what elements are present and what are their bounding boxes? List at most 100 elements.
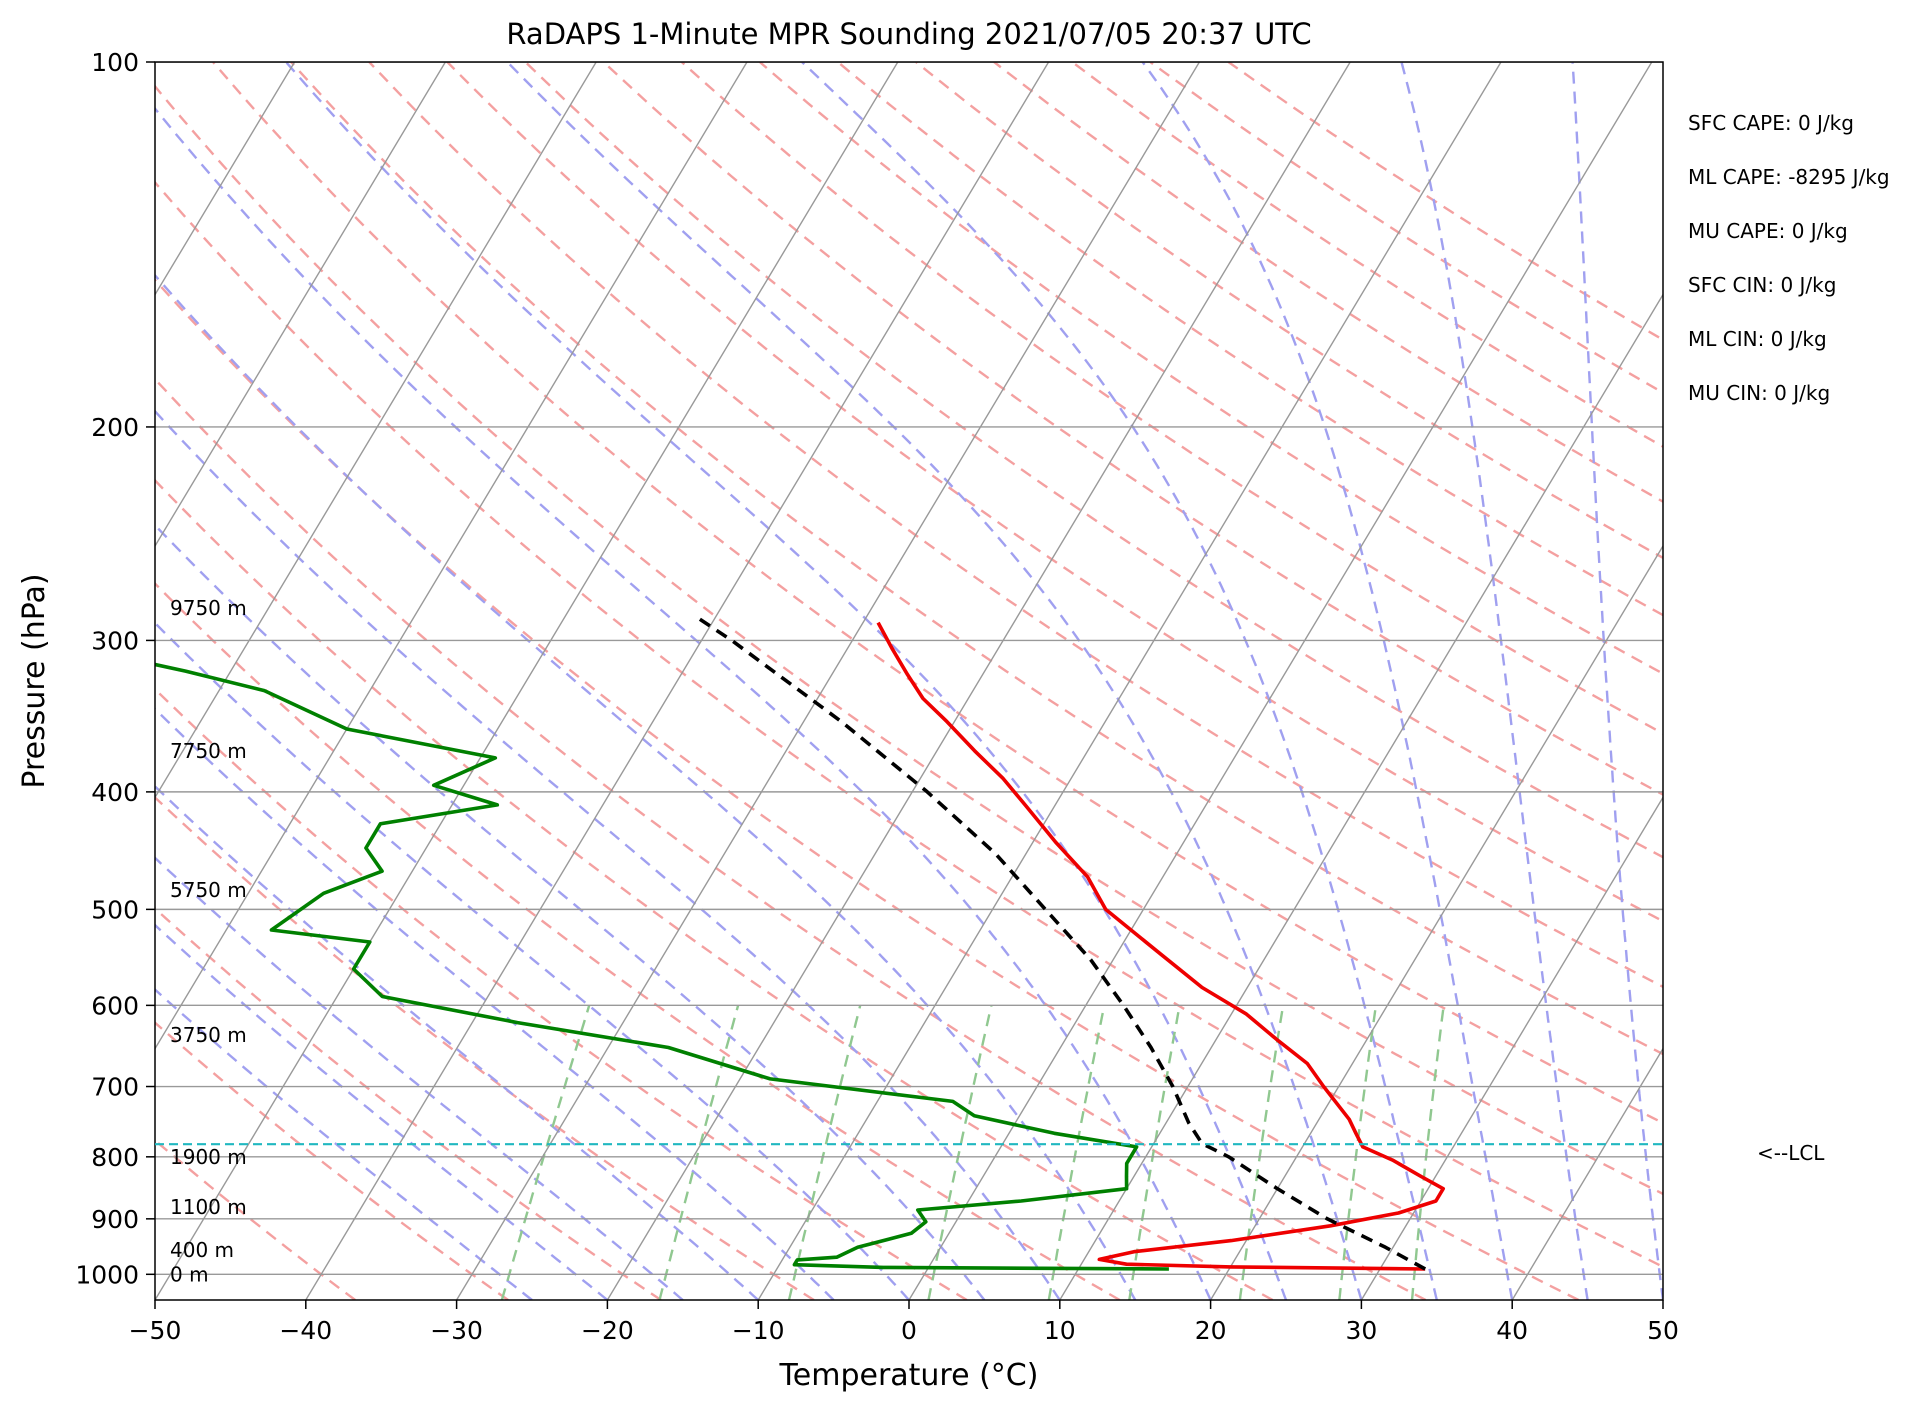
- mixing-ratio-line: [1238, 1005, 1285, 1300]
- dry-adiabat-line: [759, 62, 1663, 675]
- moist-adiabat-line: [155, 707, 835, 1300]
- y-tick-label: 600: [91, 991, 139, 1020]
- dry-adiabat-line: [368, 62, 1663, 989]
- moist-adiabat-line: [801, 62, 1438, 1300]
- x-tick-label: 30: [1345, 1316, 1377, 1345]
- dry-adiabat-line: [155, 906, 662, 1300]
- isotherm-line: [1059, 293, 1663, 1300]
- isotherm-line: [1209, 544, 1663, 1300]
- x-tick-label: −40: [279, 1316, 332, 1345]
- moist-adiabat-line: [155, 784, 759, 1300]
- dry-adiabat-line: [446, 62, 1663, 923]
- mixing-ratio-line: [1338, 1005, 1378, 1300]
- isotherm-line: [155, 62, 748, 1051]
- dry-adiabat-line: [837, 62, 1663, 617]
- isotherm-line: [305, 62, 1050, 1300]
- x-tick-label: −10: [732, 1316, 785, 1345]
- mixing-ratio-line: [1128, 1005, 1181, 1300]
- moist-adiabat-line: [1571, 62, 1663, 1300]
- dry-adiabat-line: [290, 62, 1663, 1056]
- stat-annotation: ML CAPE: -8295 J/kg: [1688, 165, 1890, 189]
- isotherm-line: [757, 62, 1502, 1300]
- isotherm-line: [455, 62, 1201, 1300]
- moist-adiabat-line: [155, 523, 986, 1300]
- mixing-ratio-line: [787, 1005, 862, 1300]
- dry-adiabat-line: [602, 62, 1663, 796]
- chart-title: RaDAPS 1-Minute MPR Sounding 2021/07/05 …: [506, 17, 1311, 51]
- moist-adiabat-line: [155, 621, 910, 1300]
- x-tick-label: 40: [1496, 1316, 1528, 1345]
- y-tick-label: 800: [91, 1143, 139, 1172]
- dry-adiabat-line: [155, 377, 1427, 1300]
- height-label: 0 m: [170, 1262, 209, 1286]
- y-tick-label: 400: [91, 778, 139, 807]
- moist-adiabat-line: [155, 856, 684, 1300]
- isotherm-line: [155, 62, 597, 799]
- moist-adiabat-line: [506, 62, 1363, 1300]
- mixing-ratio-line: [927, 1005, 993, 1300]
- height-label: 400 m: [170, 1238, 234, 1262]
- x-tick-label: −50: [129, 1316, 182, 1345]
- stat-annotation: SFC CIN: 0 J/kg: [1688, 273, 1836, 297]
- dry-adiabat-line: [680, 62, 1663, 735]
- dry-adiabat-line: [915, 62, 1663, 560]
- x-tick-label: −30: [430, 1316, 483, 1345]
- moist-adiabat-line: [155, 923, 609, 1300]
- dry-adiabat-line: [155, 581, 1121, 1300]
- moist-adiabat-line: [155, 106, 1212, 1300]
- isotherm-line: [1360, 795, 1663, 1300]
- dry-adiabat-line: [155, 478, 1274, 1300]
- temperature-line: [876, 621, 1445, 1271]
- isotherm-line: [155, 62, 447, 548]
- height-label: 5750 m: [170, 878, 247, 902]
- height-label: 1100 m: [170, 1195, 247, 1219]
- y-axis-label: Pressure (hPa): [17, 573, 52, 788]
- mixing-ratio-line: [658, 1005, 740, 1300]
- isotherm-line: [908, 62, 1653, 1300]
- moist-adiabat-line: [285, 62, 1288, 1300]
- mixing-ratio-line: [1410, 1005, 1445, 1300]
- moist-adiabat-line: [155, 273, 1137, 1300]
- dry-adiabat-line: [1071, 62, 1663, 449]
- x-tick-label: 50: [1647, 1316, 1679, 1345]
- mixing-ratio-line: [500, 1005, 591, 1300]
- y-tick-label: 700: [91, 1073, 139, 1102]
- lcl-label: <--LCL: [1757, 1141, 1825, 1165]
- stat-annotation: ML CIN: 0 J/kg: [1688, 327, 1827, 351]
- y-tick-label: 300: [91, 626, 139, 655]
- stat-annotation: MU CIN: 0 J/kg: [1688, 381, 1830, 405]
- stat-annotation: SFC CAPE: 0 J/kg: [1688, 111, 1854, 135]
- height-label: 3750 m: [170, 1023, 247, 1047]
- dry-adiabat-line: [212, 62, 1663, 1125]
- height-label: 1900 m: [170, 1145, 247, 1169]
- moist-adiabat-line: [155, 409, 1061, 1300]
- dry-adiabat-line: [155, 84, 1663, 1196]
- x-tick-label: −20: [581, 1316, 634, 1345]
- dewpoint-line: [155, 662, 1169, 1271]
- isotherm-line: [1511, 1047, 1663, 1300]
- y-tick-label: 100: [91, 48, 139, 77]
- x-tick-label: 0: [901, 1316, 917, 1345]
- y-tick-label: 500: [91, 895, 139, 924]
- stat-annotation: MU CAPE: 0 J/kg: [1688, 219, 1848, 243]
- y-tick-label: 1000: [75, 1260, 139, 1289]
- parcel-line: [698, 617, 1427, 1271]
- height-label: 9750 m: [170, 596, 247, 620]
- dry-adiabat-line: [155, 180, 1663, 1269]
- isotherm-line: [1814, 62, 1922, 1300]
- height-label: 7750 m: [170, 739, 247, 763]
- moist-adiabat-line: [1141, 62, 1514, 1300]
- x-axis-label: Temperature (°C): [779, 1358, 1039, 1393]
- moist-adiabat-line: [1400, 62, 1589, 1300]
- isotherm-line: [1662, 1298, 1663, 1300]
- isotherm-line: [606, 62, 1351, 1300]
- dry-adiabat-line: [155, 687, 968, 1300]
- y-tick-label: 200: [91, 413, 139, 442]
- mixing-ratio-line: [1047, 1005, 1106, 1300]
- isotherm-line: [155, 62, 899, 1300]
- dry-adiabat-line: [155, 1138, 356, 1300]
- dry-adiabat-line: [1227, 62, 1663, 342]
- x-tick-label: 20: [1195, 1316, 1227, 1345]
- dry-adiabat-line: [524, 62, 1663, 859]
